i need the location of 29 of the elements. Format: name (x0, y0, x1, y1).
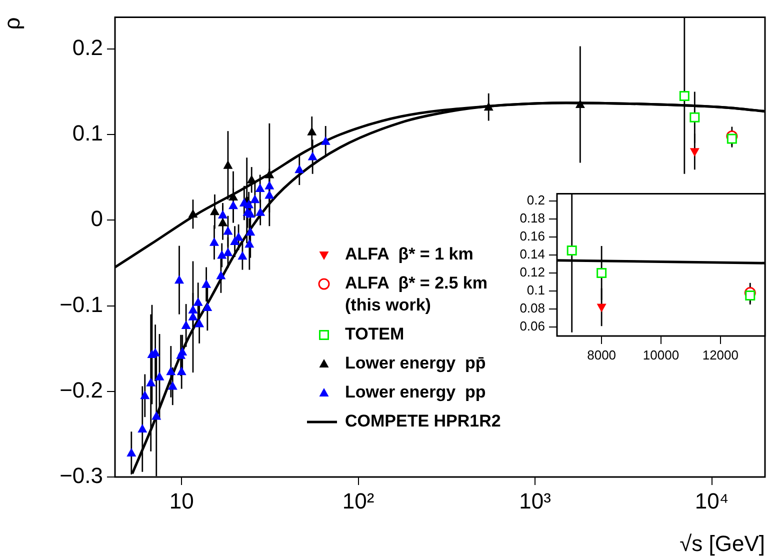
x-tick-label: 10³ (519, 488, 551, 514)
y-tick-label: 0.2 (72, 34, 103, 60)
y-axis-title: ρ (0, 17, 24, 30)
x-tick-label: 10000 (642, 347, 680, 362)
x-tick-label: 10 (169, 488, 194, 514)
x-tick-label: 12000 (702, 347, 739, 362)
y-tick-label: 0.08 (520, 300, 545, 316)
y-tick-label: 0.18 (520, 210, 545, 226)
x-tick-label: 8000 (587, 347, 616, 362)
legend-label: Lower energy pp (345, 382, 486, 402)
y-tick-label: 0.12 (520, 264, 545, 280)
x-tick-label: 10² (342, 488, 374, 514)
y-tick-label: 0.14 (520, 246, 545, 262)
y-tick-label: −0.1 (60, 292, 103, 317)
legend-label: ALFA β* = 2.5 km (this work) (345, 274, 488, 315)
x-axis-title: √s [GeV] (680, 530, 765, 556)
legend-label: Lower energy pp̄ (345, 354, 486, 373)
legend-label: COMPETE HPR1R2 (345, 412, 501, 431)
y-tick-label: −0.3 (60, 463, 103, 488)
y-tick-label: 0.2 (526, 192, 545, 208)
y-tick-label: −0.2 (60, 377, 103, 402)
legend-label: ALFA β* = 1 km (345, 244, 474, 264)
x-tick-label: 10⁴ (694, 488, 729, 514)
y-tick-label: 0 (90, 206, 103, 232)
y-tick-label: 0.1 (526, 282, 545, 298)
y-tick-label: 0.06 (520, 318, 545, 334)
y-tick-label: 0.16 (520, 228, 545, 244)
y-tick-label: 0.1 (72, 120, 103, 146)
legend-label: TOTEM (345, 324, 404, 344)
